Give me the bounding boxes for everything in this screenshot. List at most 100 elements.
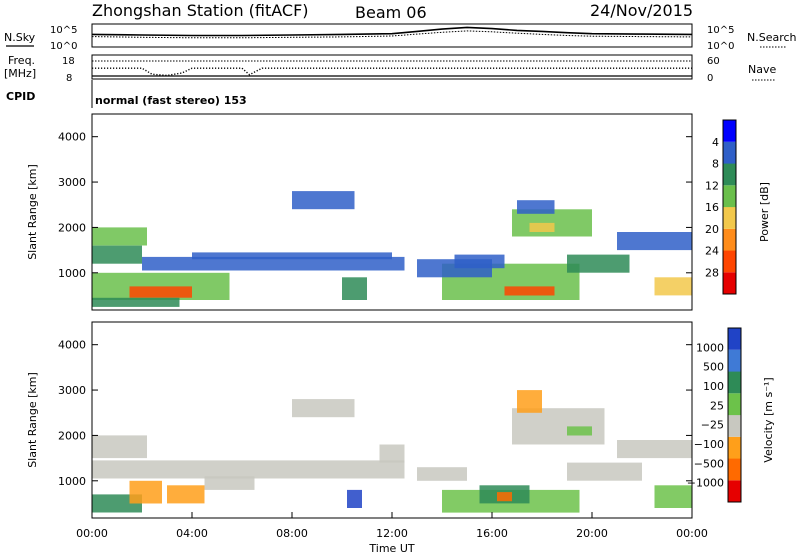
power-panel-region-18 <box>417 259 492 278</box>
velocity-panel-region-11 <box>567 426 592 436</box>
power-panel-colorbar-swatch-1 <box>723 250 736 273</box>
velocity-panel-region-0 <box>92 435 147 459</box>
time-tick-label-5: 20:00 <box>576 527 608 540</box>
velocity-panel-colorbar-tick-5: −100 <box>694 438 724 451</box>
power-colorbar: 4 8 12 16 20 24 28 <box>705 119 737 295</box>
power-panel-colorbar-tick-4: 20 <box>705 223 719 236</box>
nsearch-label: N.Search <box>747 31 797 44</box>
power-panel-region-9 <box>504 286 555 296</box>
velocity-y-ticks: 1000 2000 3000 4000 <box>58 339 692 488</box>
cpid-row: CPID normal (fast stereo) 153 <box>6 80 247 108</box>
power-panel-colorbar-tick-2: 12 <box>705 179 719 192</box>
power-panel-colorbar-tick-5: 24 <box>705 245 719 258</box>
power-panel-region-6 <box>92 297 180 307</box>
power-panel-colorbar-frame <box>722 119 737 295</box>
power-panel-region-11 <box>529 222 555 232</box>
time-x-ticks: 00:00 04:00 08:00 12:00 16:00 20:00 00:00 <box>76 512 708 540</box>
power-panel-frame <box>91 113 693 311</box>
cpid-label: CPID <box>6 90 35 103</box>
velocity-panel-region-9 <box>497 492 512 502</box>
beam-label: Beam 06 <box>355 3 427 22</box>
velocity-panel-region-15 <box>517 390 542 413</box>
velocity-panel-region-6 <box>347 489 362 508</box>
velocity-panel-region-5 <box>204 476 255 490</box>
velocity-panel-colorbar-swatch-3 <box>728 415 741 437</box>
time-tick-label-0: 00:00 <box>76 527 108 540</box>
power-panel-region-0 <box>92 227 147 246</box>
velocity-panel-region-12 <box>567 462 642 481</box>
noise-panel-frame <box>91 23 693 48</box>
freq-label-line2: [MHz] <box>4 67 36 80</box>
velocity-panel-ytick-label-1: 2000 <box>58 429 86 442</box>
velocity-panel-region-14 <box>654 485 692 508</box>
time-tick-label-1: 04:00 <box>176 527 208 540</box>
velocity-panel-colorbar-swatch-0 <box>728 480 741 503</box>
noise-tick-high-left: 10^5 <box>50 25 77 36</box>
velocity-panel-region-3 <box>129 480 162 504</box>
power-panel-colorbar-tick-0: 4 <box>712 136 719 149</box>
power-panel: 1000 2000 3000 4000 Slant Range [km] 4 8 12 16… <box>26 113 771 311</box>
time-tick-label-6: 00:00 <box>676 527 708 540</box>
velocity-panel-ytick-label-0: 1000 <box>58 475 86 488</box>
power-panel-colorbar-swatch-0 <box>723 272 736 295</box>
time-tick-label-2: 08:00 <box>276 527 308 540</box>
power-panel-ytick-label-2: 3000 <box>58 176 86 189</box>
nsearch-series-line <box>91 30 693 39</box>
velocity-panel-colorbar-swatch-1 <box>728 458 741 481</box>
cpid-text: normal (fast stereo) 153 <box>95 94 247 107</box>
nave-tick-low: 0 <box>707 73 713 84</box>
nsky-label: N.Sky <box>4 31 36 44</box>
noise-tick-low-left: 10^0 <box>50 41 77 52</box>
velocity-panel-colorbar-tick-6: −500 <box>694 457 724 470</box>
freq-label-line1: Freq. <box>8 54 35 67</box>
velocity-panel-colorbar-swatch-5 <box>728 371 741 394</box>
time-tick-label-3: 12:00 <box>376 527 408 540</box>
power-panel-region-5 <box>192 252 392 260</box>
power-colorbar-label: Power [dB] <box>758 182 771 242</box>
velocity-y-axis-label: Slant Range [km] <box>26 372 39 468</box>
velocity-panel-region-1 <box>92 460 405 479</box>
power-panel-region-16 <box>517 200 555 214</box>
velocity-panel-region-18 <box>379 444 405 463</box>
power-panel-region-14 <box>654 277 692 296</box>
power-panel-colorbar-swatch-6 <box>723 141 736 164</box>
velocity-panel-region-10 <box>512 408 605 445</box>
frequency-panel-frame <box>91 54 693 80</box>
power-panel-region-13 <box>617 232 692 251</box>
power-panel-ytick-label-3: 4000 <box>58 131 86 144</box>
time-axis-label: Time UT <box>368 542 414 554</box>
velocity-panel-region-16 <box>292 399 355 418</box>
power-panel-region-3 <box>129 286 192 298</box>
power-data-regions <box>92 191 692 307</box>
power-panel-region-4 <box>142 256 405 271</box>
freq-tick-high: 18 <box>62 56 75 67</box>
power-panel-colorbar-swatch-4 <box>723 185 736 208</box>
noise-tick-low-right: 10^0 <box>707 41 734 52</box>
power-panel-colorbar-tick-6: 28 <box>705 266 719 279</box>
power-panel-colorbar-swatch-2 <box>723 228 736 251</box>
power-y-axis-label: Slant Range [km] <box>26 164 39 260</box>
power-panel-colorbar-swatch-7 <box>723 120 736 142</box>
frequency-series-line <box>92 67 692 77</box>
velocity-panel-colorbar-tick-1: 500 <box>703 361 724 374</box>
velocity-colorbar-label: Velocity [m s⁻¹] <box>762 377 775 462</box>
time-tick-label-4: 16:00 <box>476 527 508 540</box>
velocity-panel-colorbar-swatch-7 <box>728 328 741 350</box>
velocity-panel-colorbar-swatch-4 <box>728 393 741 416</box>
velocity-panel-colorbar-tick-4: −25 <box>701 419 724 432</box>
velocity-panel-colorbar-tick-2: 100 <box>703 380 724 393</box>
velocity-panel-colorbar-frame <box>727 327 742 503</box>
velocity-data-regions <box>92 390 692 513</box>
power-panel-ytick-label-1: 2000 <box>58 221 86 234</box>
power-panel-colorbar-swatch-3 <box>723 207 736 229</box>
velocity-panel-colorbar-swatch-6 <box>728 349 741 372</box>
station-title: Zhongshan Station (fitACF) <box>92 1 309 20</box>
nave-tick-high: 60 <box>707 56 720 67</box>
noise-tick-high-right: 10^5 <box>707 25 734 36</box>
noise-panel: N.Sky 10^5 10^0 10^5 10^0 N.Search <box>4 23 797 52</box>
frequency-panel: Freq. [MHz] 18 8 60 0 Nave <box>4 54 776 84</box>
velocity-panel-colorbar-tick-0: 1000 <box>696 341 724 354</box>
date-label: 24/Nov/2015 <box>590 1 693 20</box>
velocity-panel-region-13 <box>617 440 692 459</box>
nsky-series-line <box>91 26 693 37</box>
